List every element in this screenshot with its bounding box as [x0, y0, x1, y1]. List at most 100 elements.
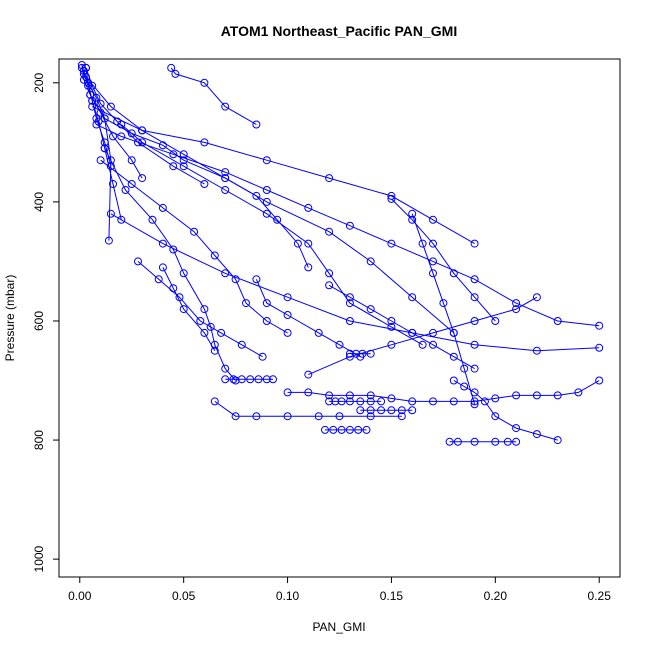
data-point	[512, 305, 521, 314]
data-point	[491, 317, 500, 325]
data-point	[82, 63, 90, 72]
data-point	[325, 227, 334, 236]
data-point	[190, 227, 199, 236]
data-point	[470, 275, 479, 284]
data-point	[460, 364, 469, 373]
data-point	[88, 81, 97, 90]
data-point	[470, 239, 479, 248]
data-point	[429, 215, 437, 224]
plot-frame	[58, 58, 621, 578]
data-point	[335, 412, 344, 421]
profile-series	[167, 63, 261, 129]
data-point	[117, 132, 126, 141]
data-point	[100, 144, 109, 153]
data-point	[258, 352, 267, 361]
data-point	[366, 305, 375, 314]
data-point	[109, 180, 117, 188]
data-point	[387, 194, 396, 203]
profile-series	[325, 397, 386, 406]
data-point	[127, 180, 136, 188]
data-point	[237, 375, 246, 384]
data-point	[242, 299, 250, 308]
data-point	[154, 275, 163, 284]
data-point	[331, 397, 340, 406]
data-point	[88, 102, 97, 111]
series-line	[91, 106, 475, 245]
data-point	[96, 99, 105, 108]
data-point	[595, 376, 604, 385]
data-point	[117, 215, 126, 224]
data-point	[304, 370, 313, 379]
profile-series	[106, 209, 604, 355]
data-point	[221, 375, 230, 384]
profile-series	[356, 406, 417, 415]
data-point	[532, 430, 541, 439]
y-axis: 200 400 600 800 1000	[32, 72, 59, 572]
data-point	[283, 293, 292, 302]
data-point	[345, 293, 354, 302]
data-point	[345, 317, 354, 325]
series-line	[85, 76, 455, 334]
series-line	[170, 67, 257, 125]
plot-area	[77, 61, 604, 446]
data-point	[470, 437, 479, 446]
x-tick-label: 0.15	[380, 589, 404, 603]
data-point	[387, 340, 396, 349]
data-point	[96, 156, 105, 165]
data-point	[408, 215, 417, 224]
data-point	[325, 269, 334, 278]
data-point	[356, 406, 365, 415]
data-point	[325, 397, 334, 406]
data-point	[408, 406, 417, 415]
data-point	[345, 391, 354, 400]
data-point	[387, 322, 396, 331]
data-point	[200, 328, 209, 337]
data-point	[480, 397, 489, 406]
profile-series	[325, 281, 479, 373]
y-axis-label: Pressure (mbar)	[3, 275, 17, 362]
data-point	[158, 263, 167, 272]
profile-series	[158, 263, 219, 355]
data-point	[503, 437, 512, 446]
series-line	[85, 67, 205, 185]
data-point	[196, 317, 205, 325]
data-point	[304, 239, 313, 248]
data-point	[221, 168, 230, 177]
data-point	[532, 391, 541, 400]
x-tick-label: 0.05	[172, 589, 196, 603]
x-tick-label: 0.25	[588, 589, 612, 603]
data-point	[252, 120, 261, 129]
data-point	[325, 174, 334, 183]
y-tick-label: 800	[32, 430, 46, 450]
data-point	[449, 397, 458, 406]
data-point	[210, 346, 219, 355]
data-point	[408, 328, 417, 337]
data-point	[179, 305, 188, 314]
series-line	[411, 213, 476, 405]
data-point	[269, 375, 277, 384]
data-point	[283, 328, 292, 337]
data-point	[200, 78, 209, 87]
data-point	[321, 425, 329, 434]
data-point	[366, 412, 375, 421]
data-point	[262, 299, 271, 308]
data-point	[179, 162, 188, 171]
data-point	[262, 156, 271, 165]
data-point	[356, 397, 365, 406]
x-tick-label: 0.20	[484, 589, 508, 603]
data-point	[366, 406, 375, 415]
data-point	[221, 269, 230, 278]
series-line	[308, 296, 538, 376]
data-point	[231, 412, 240, 421]
data-point	[449, 376, 458, 385]
data-point	[169, 284, 178, 293]
data-point	[138, 174, 147, 183]
series-line	[453, 380, 558, 441]
series-line	[110, 213, 600, 352]
data-point	[429, 328, 437, 337]
data-point	[104, 236, 113, 245]
series-line	[162, 267, 216, 351]
data-point	[127, 129, 136, 138]
profile-series	[96, 156, 292, 337]
